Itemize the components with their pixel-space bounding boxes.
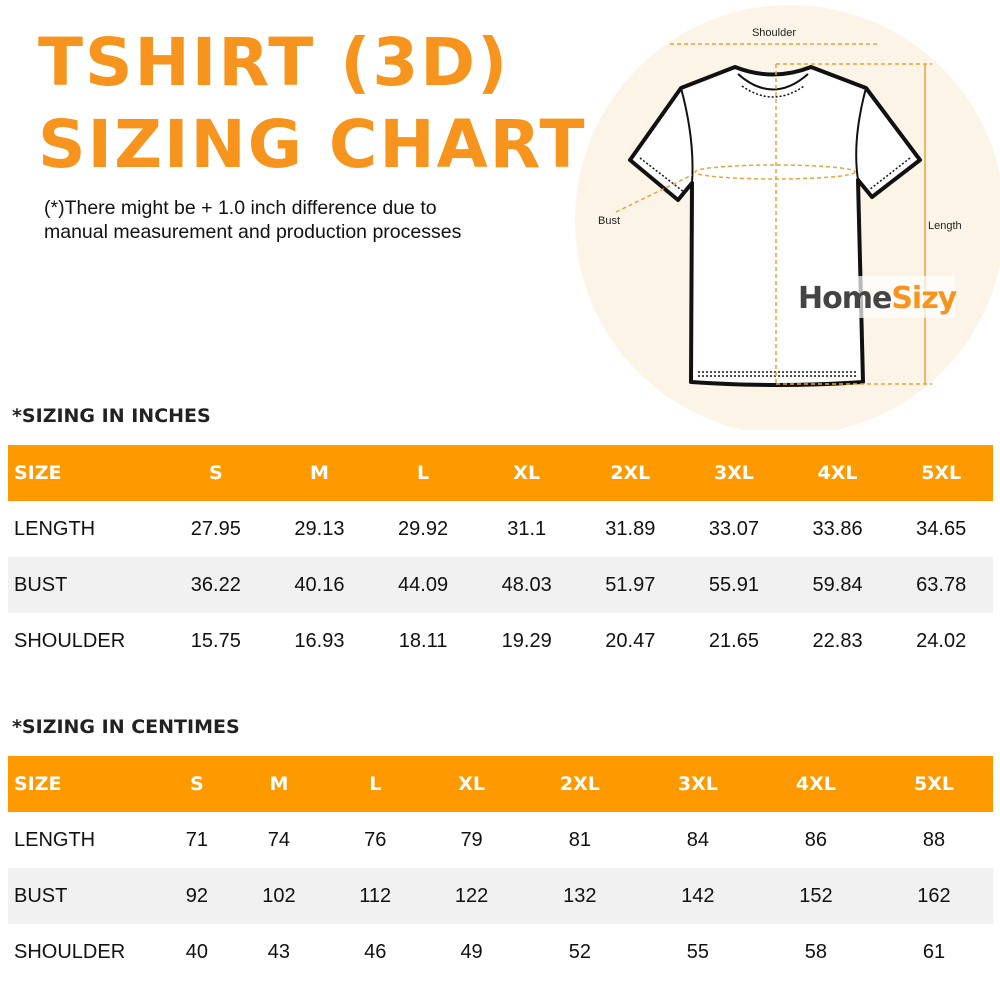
inches-table: SIZE S M L XL 2XL 3XL 4XL 5XL LENGTH 27.95 29.13 29.… bbox=[8, 445, 993, 669]
row-label: LENGTH bbox=[14, 828, 96, 851]
header-row: SIZE S M L XL 2XL 3XL 4XL 5XL bbox=[8, 756, 993, 812]
value-cell: 22.83 bbox=[812, 629, 863, 652]
value-cell: 33.86 bbox=[812, 517, 863, 540]
header-cell: SIZE bbox=[8, 756, 164, 812]
header-cell: 5XL bbox=[874, 756, 993, 812]
header-cell: XL bbox=[474, 445, 579, 501]
value-cell: 55.91 bbox=[682, 557, 786, 613]
value-cell: 29.13 bbox=[294, 517, 345, 540]
value-cell: 88 bbox=[922, 828, 946, 851]
tshirt-diagram: Shoulder Bust Length HomeSizy bbox=[575, 5, 1000, 430]
header-row: SIZE S M L XL 2XL 3XL 4XL 5XL bbox=[8, 445, 993, 501]
value-cell: 31.89 bbox=[605, 517, 656, 540]
header-cell: 2XL bbox=[520, 756, 639, 812]
value-cell: 152 bbox=[756, 868, 875, 924]
value-cell: 142 bbox=[638, 868, 757, 924]
row-label: BUST bbox=[8, 557, 164, 613]
value-cell: 84 bbox=[686, 828, 709, 851]
header-cell: M bbox=[229, 756, 329, 812]
row-label: SHOULDER bbox=[14, 940, 126, 963]
value-cell: 61 bbox=[922, 940, 946, 963]
value-cell: 86 bbox=[804, 828, 828, 851]
value-cell: 79 bbox=[460, 828, 483, 851]
value-cell: 52 bbox=[568, 940, 591, 963]
value-cell: 20.47 bbox=[605, 629, 656, 652]
bust-label: Bust bbox=[598, 215, 620, 227]
header-cell: SIZE bbox=[8, 445, 164, 501]
value-cell: 51.97 bbox=[578, 557, 683, 613]
header-cell: L bbox=[371, 445, 475, 501]
header-cell: L bbox=[328, 756, 423, 812]
header-cell: 4XL bbox=[785, 445, 890, 501]
value-cell: 102 bbox=[229, 868, 329, 924]
table-row: LENGTH 27.95 29.13 29.92 31.1 31.89 33.07 33.86… bbox=[8, 501, 993, 557]
value-cell: 48.03 bbox=[474, 557, 579, 613]
table-row: BUST 92 102 112 122 132 142 152 162 bbox=[8, 868, 993, 924]
value-cell: 21.65 bbox=[708, 629, 759, 652]
value-cell: 46 bbox=[364, 940, 387, 963]
value-cell: 76 bbox=[364, 828, 387, 851]
centimeters-heading: *SIZING IN CENTIMES bbox=[12, 716, 240, 738]
table-row: BUST 36.22 40.16 44.09 48.03 51.97 55.91 59.84 6… bbox=[8, 557, 993, 613]
value-cell: 31.1 bbox=[507, 517, 547, 540]
value-cell: 112 bbox=[328, 868, 423, 924]
value-cell: 43 bbox=[267, 940, 291, 963]
header-cell: S bbox=[164, 756, 230, 812]
header-cell: 2XL bbox=[578, 445, 683, 501]
note-line-1: (*)There might be + 1.0 inch difference … bbox=[44, 197, 437, 219]
value-cell: 29.92 bbox=[398, 517, 449, 540]
value-cell: 132 bbox=[520, 868, 639, 924]
header-cell: 5XL bbox=[889, 445, 993, 501]
value-cell: 63.78 bbox=[889, 557, 993, 613]
value-cell: 40 bbox=[185, 940, 208, 963]
inches-heading: *SIZING IN INCHES bbox=[12, 405, 211, 427]
value-cell: 16.93 bbox=[294, 629, 345, 652]
value-cell: 15.75 bbox=[190, 629, 241, 652]
centimeters-table: SIZE S M L XL 2XL 3XL 4XL 5XL LENGTH 71 74 76 79 81 84 8… bbox=[8, 756, 993, 980]
value-cell: 44.09 bbox=[371, 557, 475, 613]
length-label: Length bbox=[928, 220, 962, 232]
table-row: LENGTH 71 74 76 79 81 84 86 88 bbox=[8, 812, 993, 868]
value-cell: 74 bbox=[267, 828, 291, 851]
row-label: BUST bbox=[8, 868, 164, 924]
measurement-note: (*)There might be + 1.0 inch difference … bbox=[44, 196, 461, 244]
value-cell: 49 bbox=[460, 940, 483, 963]
table-row: SHOULDER 15.75 16.93 18.11 19.29 20.47 21.65 22… bbox=[8, 613, 993, 669]
value-cell: 27.95 bbox=[190, 517, 241, 540]
value-cell: 71 bbox=[185, 828, 208, 851]
value-cell: 33.07 bbox=[708, 517, 759, 540]
value-cell: 58 bbox=[804, 940, 828, 963]
header-cell: S bbox=[164, 445, 268, 501]
value-cell: 34.65 bbox=[916, 517, 967, 540]
header-cell: 4XL bbox=[756, 756, 875, 812]
homesizy-logo: HomeSizy bbox=[798, 281, 958, 316]
row-label: SHOULDER bbox=[14, 629, 126, 652]
value-cell: 92 bbox=[164, 868, 230, 924]
header-cell: XL bbox=[422, 756, 521, 812]
value-cell: 122 bbox=[422, 868, 521, 924]
header-cell: 3XL bbox=[638, 756, 757, 812]
value-cell: 81 bbox=[568, 828, 591, 851]
value-cell: 162 bbox=[874, 868, 993, 924]
value-cell: 40.16 bbox=[267, 557, 372, 613]
note-line-2: manual measurement and production proces… bbox=[44, 221, 462, 243]
row-label: LENGTH bbox=[14, 517, 96, 540]
header-cell: 3XL bbox=[682, 445, 786, 501]
value-cell: 24.02 bbox=[916, 629, 967, 652]
value-cell: 18.11 bbox=[398, 629, 448, 652]
value-cell: 55 bbox=[686, 940, 709, 963]
value-cell: 19.29 bbox=[501, 629, 552, 652]
table-row: SHOULDER 40 43 46 49 52 55 58 61 bbox=[8, 924, 993, 980]
shoulder-label: Shoulder bbox=[752, 27, 796, 39]
title-line-2: SIZING CHART bbox=[38, 106, 587, 183]
title-line-1: TSHIRT (3D) bbox=[38, 24, 510, 101]
header-cell: M bbox=[267, 445, 372, 501]
value-cell: 59.84 bbox=[785, 557, 890, 613]
value-cell: 36.22 bbox=[164, 557, 268, 613]
